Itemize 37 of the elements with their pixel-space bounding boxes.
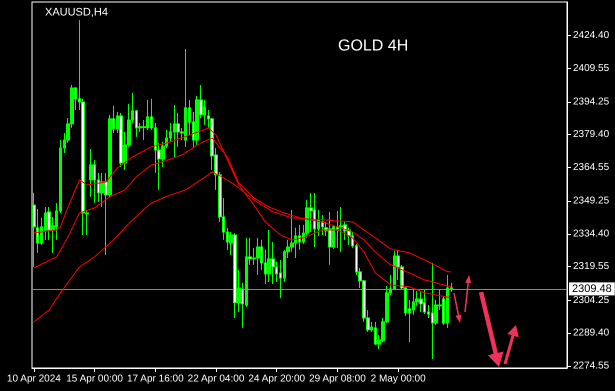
candlestick xyxy=(336,210,339,248)
y-tick-label: 2409.55 xyxy=(573,62,610,74)
x-tick-label: 24 Apr 20:00 xyxy=(248,374,306,384)
y-tick-label: 2319.55 xyxy=(573,261,610,272)
chart-title: XAUUSD,H4 xyxy=(45,6,108,18)
y-tick-label: 2334.40 xyxy=(573,228,610,240)
candlestick xyxy=(313,192,316,248)
candlestick xyxy=(256,237,260,276)
y-tick-label: 2394.25 xyxy=(573,96,610,108)
x-tick-label: 10 Apr 2024 xyxy=(6,374,62,384)
candlestick xyxy=(173,104,176,158)
candlestick xyxy=(339,206,343,252)
y-tick-label: 2379.40 xyxy=(573,129,610,140)
ref-line-label: 2309.48 xyxy=(572,282,612,295)
candlestick xyxy=(423,289,426,314)
candlestick xyxy=(233,232,237,318)
candlestick xyxy=(184,48,187,148)
x-tick-label: 2 May 00:00 xyxy=(370,374,426,384)
y-tick-label: 2364.55 xyxy=(573,162,610,173)
y-tick-label: 2289.40 xyxy=(573,328,610,339)
candlestick xyxy=(374,321,377,346)
candlestick xyxy=(267,229,271,283)
candlestick xyxy=(446,274,449,328)
candlestick xyxy=(119,112,123,168)
y-tick-label: 2304.25 xyxy=(573,294,610,306)
x-tick-label: 29 Apr 08:00 xyxy=(309,374,366,384)
x-tick-label: 15 Apr 00:00 xyxy=(66,374,124,384)
y-tick-label: 2274.55 xyxy=(573,360,610,372)
y-tick-label: 2349.25 xyxy=(573,196,610,207)
candlestick xyxy=(431,262,434,360)
candlestick xyxy=(419,291,423,312)
candlestick xyxy=(328,211,332,266)
candlestick xyxy=(321,214,324,236)
x-tick-label: 22 Apr 04:00 xyxy=(188,374,245,384)
x-tick-label: 17 Apr 16:00 xyxy=(126,374,184,384)
annotation: GOLD 4H xyxy=(338,38,408,54)
y-tick-label: 2424.40 xyxy=(573,30,610,42)
